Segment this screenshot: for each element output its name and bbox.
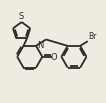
Text: O: O — [51, 53, 58, 62]
Text: Br: Br — [88, 32, 97, 41]
Text: N: N — [37, 41, 44, 50]
Text: S: S — [19, 12, 24, 21]
